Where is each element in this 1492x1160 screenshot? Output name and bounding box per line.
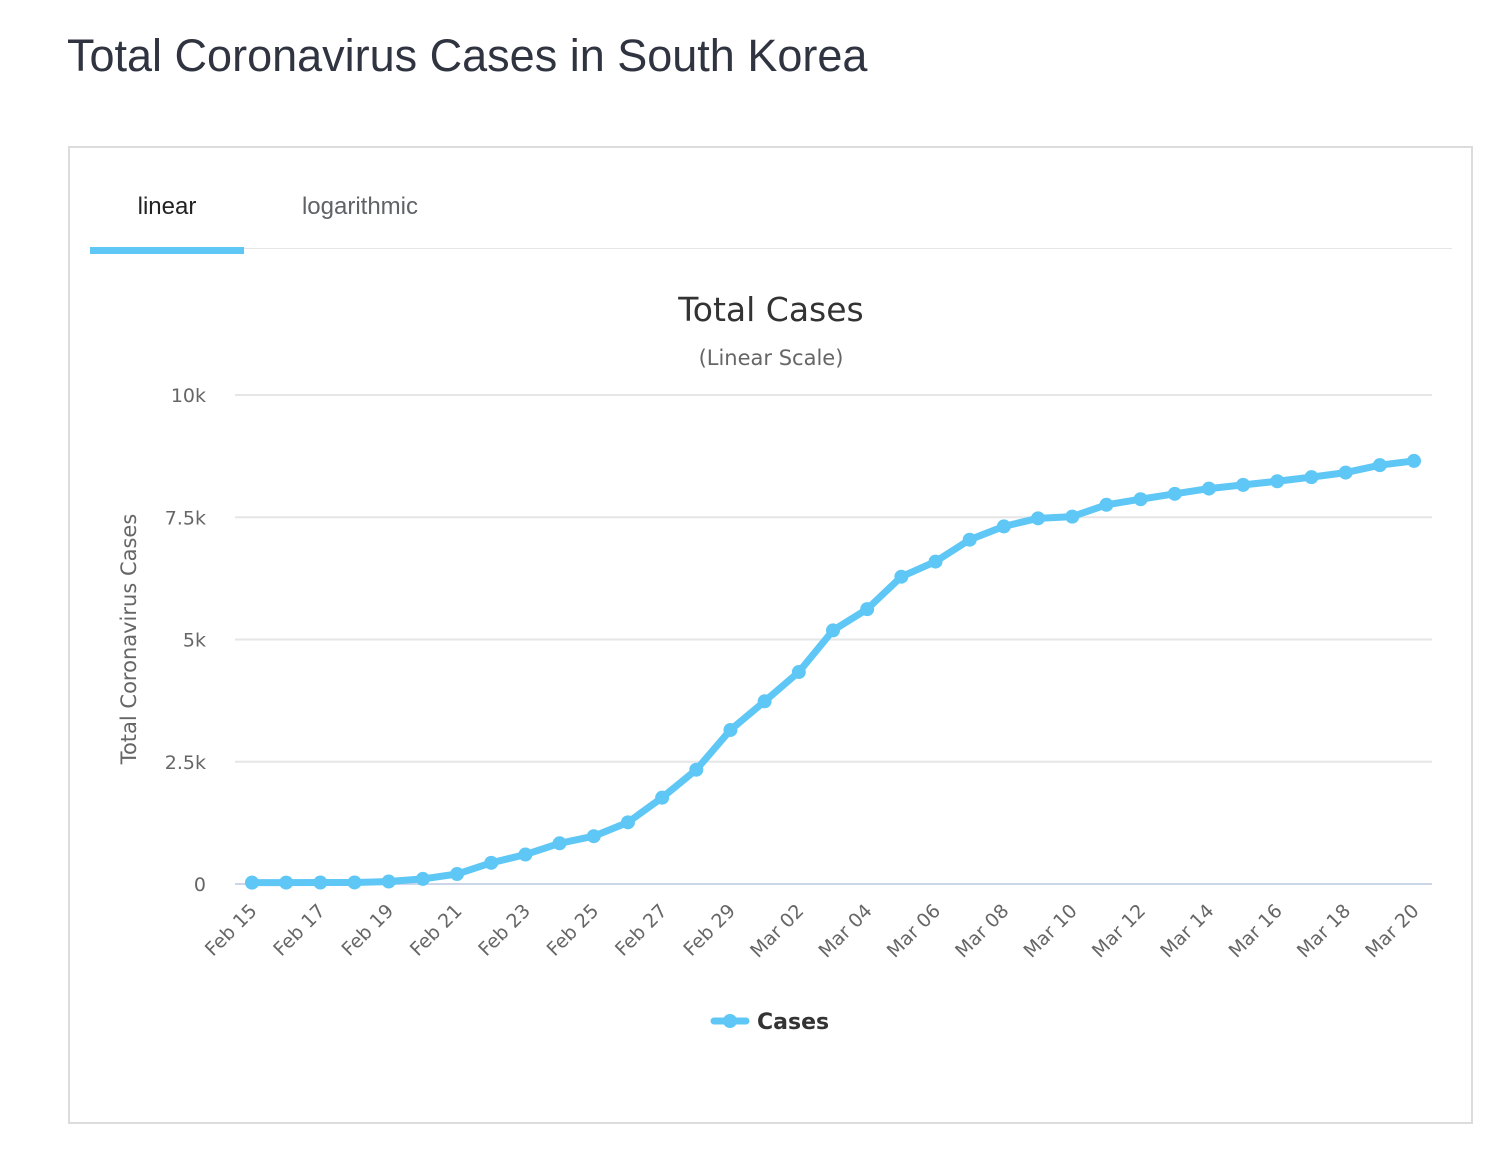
data-point[interactable] (1065, 509, 1080, 524)
data-point[interactable] (1031, 511, 1046, 526)
x-tick-label: Mar 06 (883, 900, 945, 962)
x-tick-label: Mar 12 (1088, 900, 1150, 962)
x-tick-label: Feb 29 (679, 900, 740, 961)
page-heading: Total Coronavirus Cases in South Korea (67, 30, 868, 81)
data-point[interactable] (245, 875, 259, 890)
data-point[interactable] (1236, 477, 1251, 492)
x-tick-label: Mar 08 (951, 900, 1013, 962)
legend-marker-icon (723, 1014, 737, 1028)
chart-panel: linear logarithmic (68, 146, 1473, 1124)
x-tick-label: Feb 25 (543, 900, 604, 961)
data-point[interactable] (313, 875, 328, 890)
x-tick-label: Mar 14 (1156, 900, 1218, 962)
y-tick-label: 0 (194, 874, 206, 896)
x-tick-label: Feb 21 (406, 900, 467, 961)
y-axis-label: Total Coronavirus Cases (117, 514, 141, 766)
data-point[interactable] (1099, 497, 1114, 512)
data-point[interactable] (1133, 492, 1148, 507)
y-tick-label: 5k (183, 630, 206, 652)
data-point[interactable] (484, 855, 499, 870)
data-point[interactable] (894, 569, 909, 584)
x-tick-label: Feb 15 (201, 900, 262, 961)
data-point[interactable] (655, 790, 670, 805)
data-point[interactable] (860, 602, 875, 617)
data-point[interactable] (723, 722, 738, 737)
x-tick-label: Mar 16 (1225, 900, 1287, 962)
x-tick-label: Mar 02 (746, 900, 808, 962)
data-point[interactable] (1372, 458, 1387, 473)
y-tick-label: 7.5k (165, 507, 206, 529)
data-point[interactable] (552, 836, 567, 851)
data-point[interactable] (279, 875, 294, 890)
series-cases (245, 453, 1421, 890)
data-point[interactable] (1304, 470, 1319, 485)
legend-label: Cases (757, 1010, 829, 1035)
x-tick-label: Feb 27 (611, 900, 672, 961)
x-tick-label: Mar 18 (1293, 900, 1355, 962)
data-point[interactable] (347, 875, 362, 890)
series-line (248, 457, 1418, 887)
data-point[interactable] (586, 829, 601, 844)
chart-title: Total Cases (677, 290, 864, 329)
y-axis-ticks: 0 2.5k 5k 7.5k 10k (165, 385, 206, 896)
legend[interactable]: Cases (710, 1010, 829, 1035)
y-tick-label: 2.5k (165, 752, 206, 774)
data-point[interactable] (962, 532, 977, 547)
tab-logarithmic[interactable]: logarithmic (301, 193, 419, 220)
chart-subtitle: (Linear Scale) (699, 346, 844, 370)
data-point[interactable] (1338, 465, 1353, 480)
data-point[interactable] (928, 554, 943, 569)
x-tick-label: Mar 20 (1361, 900, 1423, 962)
data-point[interactable] (381, 874, 396, 889)
data-point[interactable] (1270, 474, 1285, 489)
data-point[interactable] (450, 867, 465, 882)
tab-linear[interactable]: linear (90, 148, 244, 254)
data-point[interactable] (996, 519, 1011, 534)
x-tick-label: Mar 04 (814, 900, 876, 962)
data-point[interactable] (620, 815, 635, 830)
x-tick-label: Feb 23 (474, 900, 535, 961)
x-tick-label: Feb 17 (269, 900, 330, 961)
data-point[interactable] (826, 623, 840, 638)
data-point[interactable] (1167, 486, 1182, 501)
data-point[interactable] (791, 665, 806, 680)
x-tick-label: Feb 19 (338, 900, 399, 961)
data-point[interactable] (1407, 453, 1421, 468)
data-point[interactable] (1201, 481, 1216, 496)
data-point[interactable] (518, 847, 533, 862)
x-axis-ticks: Feb 15 Feb 17 Feb 19 Feb 21 Feb 23 Feb 25 Feb … (201, 900, 1424, 962)
y-tick-label: 10k (171, 385, 206, 407)
data-point[interactable] (415, 871, 430, 886)
x-tick-label: Mar 10 (1019, 900, 1081, 962)
data-point[interactable] (689, 762, 704, 777)
scale-tabs: linear logarithmic (90, 148, 1452, 254)
data-point[interactable] (757, 694, 772, 709)
grid-lines (235, 394, 1432, 885)
